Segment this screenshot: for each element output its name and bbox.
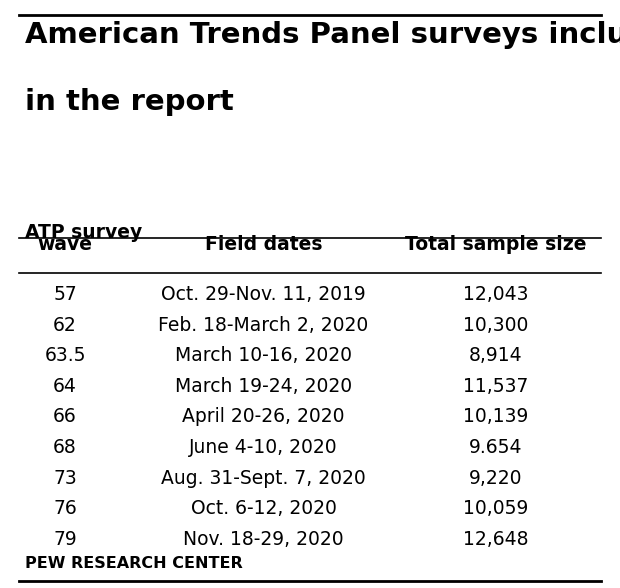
Text: 66: 66 <box>53 407 77 426</box>
Text: 76: 76 <box>53 499 77 518</box>
Text: wave: wave <box>38 235 92 254</box>
Text: 64: 64 <box>53 377 77 396</box>
Text: 11,537: 11,537 <box>463 377 529 396</box>
Text: Aug. 31-Sept. 7, 2020: Aug. 31-Sept. 7, 2020 <box>161 469 366 487</box>
Text: Nov. 18-29, 2020: Nov. 18-29, 2020 <box>183 530 344 549</box>
Text: 73: 73 <box>53 469 77 487</box>
Text: 12,648: 12,648 <box>463 530 529 549</box>
Text: 63.5: 63.5 <box>45 346 86 365</box>
Text: 62: 62 <box>53 316 77 335</box>
Text: 79: 79 <box>53 530 77 549</box>
Text: 9,220: 9,220 <box>469 469 523 487</box>
Text: Field dates: Field dates <box>205 235 322 254</box>
Text: March 19-24, 2020: March 19-24, 2020 <box>175 377 352 396</box>
Text: PEW RESEARCH CENTER: PEW RESEARCH CENTER <box>25 556 242 571</box>
Text: March 10-16, 2020: March 10-16, 2020 <box>175 346 352 365</box>
Text: ATP survey: ATP survey <box>25 223 142 242</box>
Text: Oct. 6-12, 2020: Oct. 6-12, 2020 <box>190 499 337 518</box>
Text: June 4-10, 2020: June 4-10, 2020 <box>189 438 338 457</box>
Text: American Trends Panel surveys included: American Trends Panel surveys included <box>25 21 620 49</box>
Text: 9.654: 9.654 <box>469 438 523 457</box>
Text: Oct. 29-Nov. 11, 2019: Oct. 29-Nov. 11, 2019 <box>161 285 366 304</box>
Text: 10,059: 10,059 <box>463 499 529 518</box>
Text: 68: 68 <box>53 438 77 457</box>
Text: 12,043: 12,043 <box>463 285 529 304</box>
Text: in the report: in the report <box>25 88 234 116</box>
Text: April 20-26, 2020: April 20-26, 2020 <box>182 407 345 426</box>
Text: Feb. 18-March 2, 2020: Feb. 18-March 2, 2020 <box>158 316 369 335</box>
Text: 10,139: 10,139 <box>463 407 529 426</box>
Text: 57: 57 <box>53 285 77 304</box>
Text: 10,300: 10,300 <box>463 316 529 335</box>
Text: 8,914: 8,914 <box>469 346 523 365</box>
Text: Total sample size: Total sample size <box>405 235 587 254</box>
